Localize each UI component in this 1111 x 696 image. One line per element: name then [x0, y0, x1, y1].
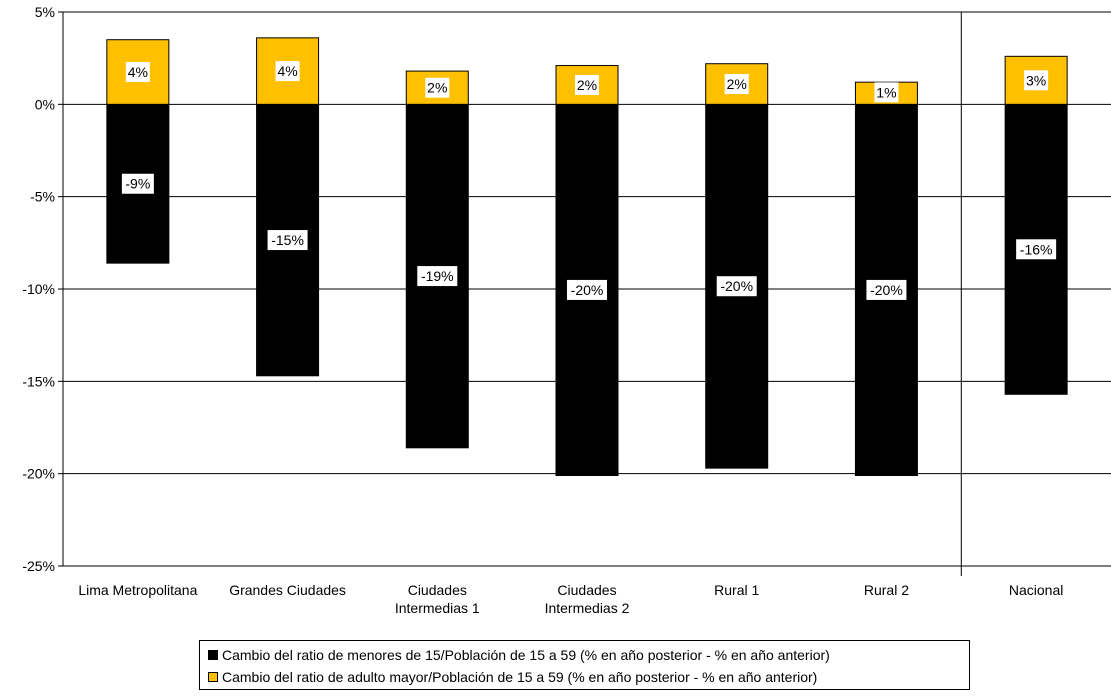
data-label-adulto-mayor: 3% [1026, 72, 1046, 88]
data-label-menores: -19% [421, 268, 454, 284]
x-tick-label: Grandes Ciudades [229, 582, 346, 598]
x-tick-label: Rural 1 [714, 582, 759, 598]
x-tick-label: Nacional [1009, 582, 1063, 598]
data-label-adulto-mayor-box [575, 74, 599, 95]
data-label-menores: -16% [1020, 241, 1053, 257]
data-label-menores-box [267, 230, 308, 251]
legend: Cambio del ratio de menores de 15/Poblac… [199, 640, 970, 690]
data-label-menores: -20% [571, 282, 604, 298]
data-label-adulto-mayor: 2% [427, 80, 447, 96]
x-tick-label: Lima Metropolitana [78, 582, 197, 598]
x-tick-label: Rural 2 [864, 582, 909, 598]
data-label-menores-box [121, 173, 154, 194]
y-tick-label: -15% [22, 373, 55, 389]
legend-label-adulto-mayor: Cambio del ratio de adulto mayor/Poblaci… [222, 669, 818, 685]
data-label-adulto-mayor: 2% [727, 76, 747, 92]
data-label-menores-box [567, 279, 607, 300]
data-label-adulto-mayor: 1% [876, 84, 896, 100]
data-label-adulto-mayor: 2% [577, 77, 597, 93]
data-label-adulto-mayor-box [425, 77, 450, 98]
data-label-menores-box [866, 279, 907, 300]
y-tick-label: -25% [22, 558, 55, 574]
data-label-menores-box [716, 276, 757, 297]
legend-label-menores: Cambio del ratio de menores de 15/Poblac… [222, 647, 830, 663]
data-label-adulto-mayor-box [275, 61, 300, 82]
data-label-menores: -20% [720, 278, 753, 294]
data-label-adulto-mayor-box [724, 74, 749, 95]
x-tick-label: Intermedias 1 [395, 600, 480, 616]
x-tick-label: Ciudades [408, 582, 467, 598]
data-label-menores-box [417, 266, 458, 287]
x-tick-label: Ciudades [557, 582, 616, 598]
y-tick-label: 0% [35, 96, 55, 112]
legend-swatch-adulto-mayor [208, 672, 218, 682]
y-tick-label: 5% [35, 4, 55, 20]
legend-item-menores: Cambio del ratio de menores de 15/Poblac… [208, 645, 830, 665]
chart: 5% 0% -5% -10% -15% -20% -25% -9% 4% Lima Metropo… [22, 4, 1111, 616]
y-tick-label: -5% [30, 189, 55, 205]
data-label-menores: -9% [125, 176, 150, 192]
y-tick-label: -20% [22, 466, 55, 482]
legend-item-adulto-mayor: Cambio del ratio de adulto mayor/Poblaci… [208, 667, 817, 687]
data-label-adulto-mayor-box [125, 62, 150, 83]
data-label-adulto-mayor: 4% [277, 63, 297, 79]
data-label-menores-box [1016, 239, 1057, 260]
data-label-menores: -20% [870, 282, 903, 298]
data-label-adulto-mayor-box [1024, 70, 1049, 91]
data-label-menores: -15% [271, 232, 304, 248]
y-tick-label: -10% [22, 281, 55, 297]
data-label-adulto-mayor-box [874, 82, 899, 103]
x-tick-label: Intermedias 2 [545, 600, 630, 616]
legend-swatch-menores [208, 650, 218, 660]
data-label-adulto-mayor: 4% [128, 64, 148, 80]
